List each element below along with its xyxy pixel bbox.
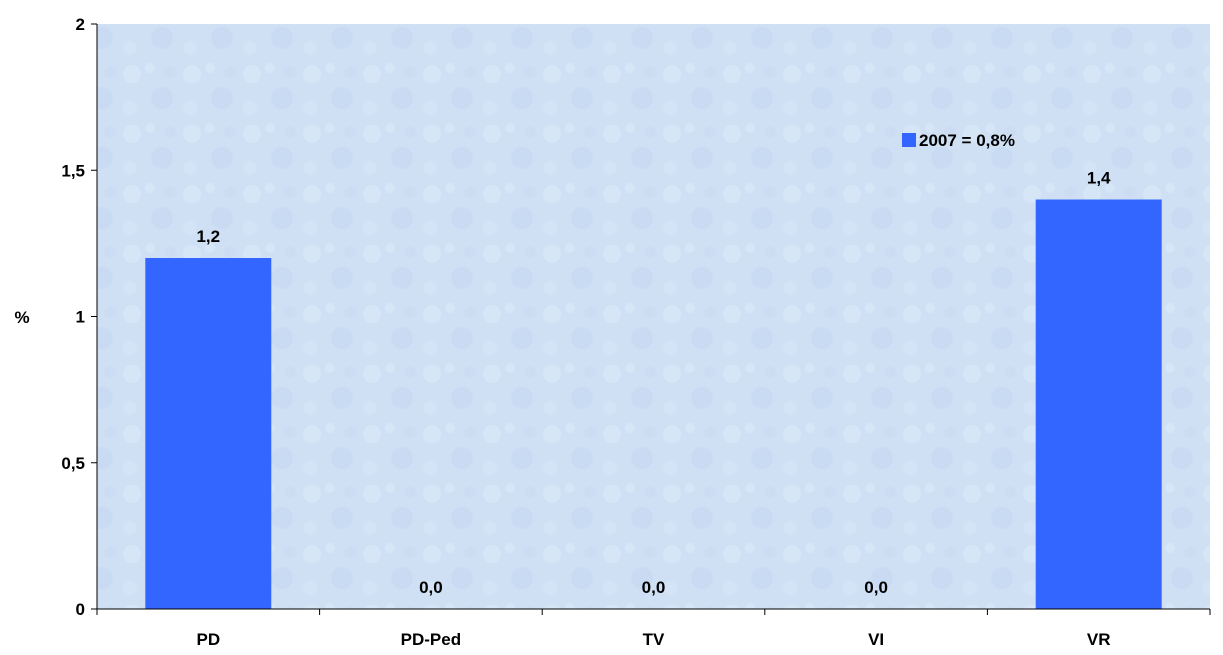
x-tick-label-vi: VI xyxy=(868,630,884,649)
data-label-tv: 0,0 xyxy=(642,578,666,597)
data-label-pd: 1,2 xyxy=(196,227,220,246)
y-axis-label: % xyxy=(14,308,29,327)
plot-area xyxy=(97,24,1210,609)
y-tick-label: 2 xyxy=(76,15,85,34)
x-tick-label-vr: VR xyxy=(1087,630,1111,649)
x-tick-label-tv: TV xyxy=(643,630,665,649)
x-tick-label-pd: PD xyxy=(196,630,220,649)
legend-label: 2007 = 0,8% xyxy=(919,131,1015,150)
y-tick-label: 1 xyxy=(76,308,85,327)
data-label-vr: 1,4 xyxy=(1087,169,1111,188)
data-label-pd-ped: 0,0 xyxy=(419,578,443,597)
legend-swatch xyxy=(902,133,916,147)
y-tick-label: 0 xyxy=(76,600,85,619)
legend: 2007 = 0,8% xyxy=(902,131,1015,150)
y-tick-label: 1,5 xyxy=(61,161,85,180)
data-label-vi: 0,0 xyxy=(864,578,888,597)
x-tick-label-pd-ped: PD-Ped xyxy=(401,630,461,649)
bar-vr xyxy=(1035,199,1162,609)
y-tick-label: 0,5 xyxy=(61,454,85,473)
bar-pd xyxy=(145,258,272,609)
